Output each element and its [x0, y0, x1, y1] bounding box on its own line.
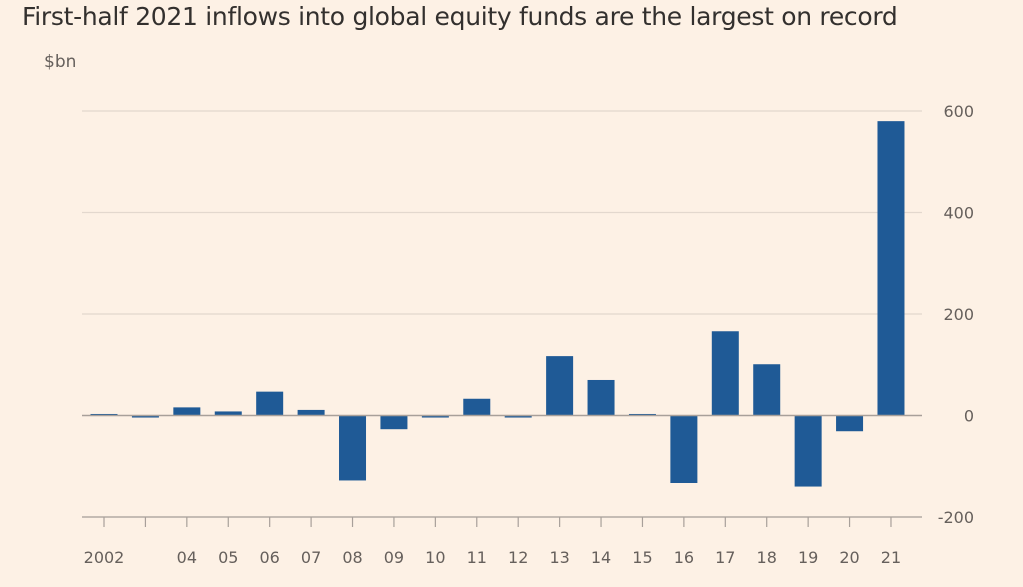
y-tick-label: 200	[943, 305, 974, 324]
bar	[504, 415, 532, 418]
bar	[297, 409, 325, 416]
bar	[339, 415, 367, 481]
bar	[877, 121, 905, 416]
bar	[421, 415, 449, 418]
bar	[173, 407, 201, 416]
x-tick-label: 19	[798, 548, 818, 567]
chart-title: First-half 2021 inflows into global equi…	[22, 2, 898, 31]
y-tick-labels: -200 0 200 400 600	[938, 102, 974, 527]
x-tick-label: 06	[260, 548, 280, 567]
bar	[256, 391, 284, 416]
bar	[794, 415, 822, 487]
x-tick-labels: 2002 04 05 06 07 08 09 10 11 12 13 14 15 16 17 18 19 20 21	[82, 516, 922, 567]
bar	[546, 356, 574, 416]
bar	[131, 415, 159, 418]
bar	[463, 398, 491, 416]
x-tick-label: 2002	[84, 548, 125, 567]
bar	[628, 413, 656, 416]
x-tick-label: 18	[757, 548, 777, 567]
y-tick-label: 600	[943, 102, 974, 121]
x-tick-label: 04	[177, 548, 197, 567]
bar	[836, 415, 864, 432]
bar	[711, 331, 739, 416]
x-tick-label: 17	[715, 548, 735, 567]
bar	[670, 415, 698, 483]
x-tick-label: 21	[881, 548, 901, 567]
x-tick-label: 08	[342, 548, 362, 567]
x-tick-label: 12	[508, 548, 528, 567]
x-tick-label: 05	[218, 548, 238, 567]
x-tick-label: 15	[632, 548, 652, 567]
bar	[90, 413, 118, 416]
bar	[753, 364, 781, 416]
x-tick-label: 16	[674, 548, 694, 567]
x-tick-label: 20	[839, 548, 859, 567]
bars	[90, 121, 905, 487]
x-tick-label: 11	[467, 548, 487, 567]
y-tick-label: 400	[943, 204, 974, 223]
bar	[587, 379, 615, 416]
bar	[214, 411, 242, 416]
x-tick-label: 13	[549, 548, 569, 567]
y-tick-label: -200	[938, 508, 974, 527]
bar	[380, 415, 408, 430]
y-axis-unit-label: $bn	[44, 52, 77, 72]
x-tick-label: 10	[425, 548, 445, 567]
x-tick-label: 14	[591, 548, 611, 567]
y-tick-label: 0	[964, 407, 974, 426]
x-tick-label: 09	[384, 548, 404, 567]
x-tick-label: 07	[301, 548, 321, 567]
